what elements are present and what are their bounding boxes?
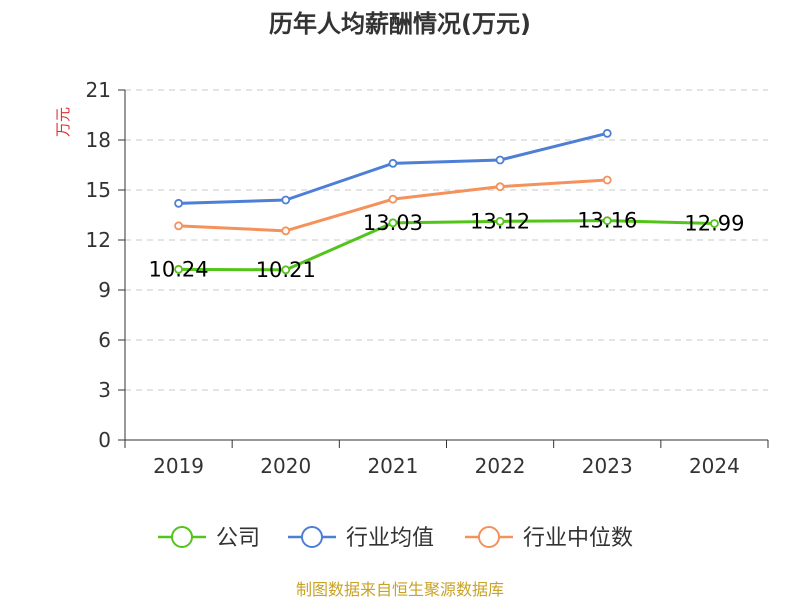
legend-marker xyxy=(301,526,323,548)
data-point xyxy=(710,219,719,228)
data-point xyxy=(281,265,291,275)
data-point xyxy=(281,226,291,236)
x-tick-label: 2021 xyxy=(367,454,418,478)
y-tick-label: 15 xyxy=(86,178,111,202)
data-point xyxy=(388,158,398,168)
x-tick-labels: 2019 2020 2021 2022 2023 2024 xyxy=(153,454,740,478)
axes xyxy=(118,89,769,448)
legend: 公司 行业均值 行业中位数 xyxy=(158,526,633,551)
data-point xyxy=(388,194,398,204)
y-tick-label: 3 xyxy=(98,378,111,402)
legend-item[interactable]: 行业均值 xyxy=(288,526,434,551)
data-label: 10.24 xyxy=(149,257,209,281)
y-tick-label: 18 xyxy=(86,128,111,152)
y-axis-label: 万元 xyxy=(54,107,72,137)
chart-title: 历年人均薪酬情况(万元) xyxy=(269,10,531,38)
data-point xyxy=(174,264,183,274)
legend-item[interactable]: 行业中位数 xyxy=(465,526,633,551)
series-lines xyxy=(174,128,719,275)
y-tick-label: 0 xyxy=(98,428,111,452)
data-point xyxy=(602,128,612,138)
legend-marker xyxy=(478,526,500,548)
legend-label: 行业均值 xyxy=(346,526,434,551)
data-point xyxy=(388,218,398,228)
data-point xyxy=(174,198,183,208)
data-point xyxy=(602,216,612,226)
data-point xyxy=(495,182,505,192)
x-tick-label: 2020 xyxy=(260,454,311,478)
legend-item[interactable]: 公司 xyxy=(158,526,260,551)
legend-label: 行业中位数 xyxy=(523,526,633,551)
x-tick-label: 2024 xyxy=(689,454,740,478)
data-label: 13.03 xyxy=(363,211,423,235)
x-tick-label: 2019 xyxy=(153,454,204,478)
series-line-1 xyxy=(178,131,608,205)
source-note: 制图数据来自恒生聚源数据库 xyxy=(296,580,504,599)
data-label: 10.21 xyxy=(256,258,316,282)
y-tick-labels: 0 3 6 9 12 15 18 21 xyxy=(86,78,111,452)
legend-marker xyxy=(171,526,193,548)
series-line-0 xyxy=(178,219,715,272)
data-label: 12.99 xyxy=(684,212,744,236)
data-point xyxy=(281,195,291,205)
data-point xyxy=(174,221,183,231)
data-labels: 10.24 10.21 13.03 13.12 13.16 12.99 xyxy=(149,209,745,282)
x-tick-label: 2023 xyxy=(582,454,633,478)
x-tick-label: 2022 xyxy=(475,454,526,478)
data-point xyxy=(495,155,505,165)
legend-label: 公司 xyxy=(216,526,260,551)
y-tick-label: 21 xyxy=(86,78,111,102)
data-label: 13.12 xyxy=(470,209,530,233)
data-point xyxy=(495,216,505,226)
y-tick-label: 6 xyxy=(98,328,111,352)
y-tick-label: 9 xyxy=(98,278,111,302)
grid-lines xyxy=(125,89,768,391)
data-point xyxy=(602,175,612,185)
data-label: 13.16 xyxy=(577,209,637,233)
y-tick-label: 12 xyxy=(86,228,111,252)
